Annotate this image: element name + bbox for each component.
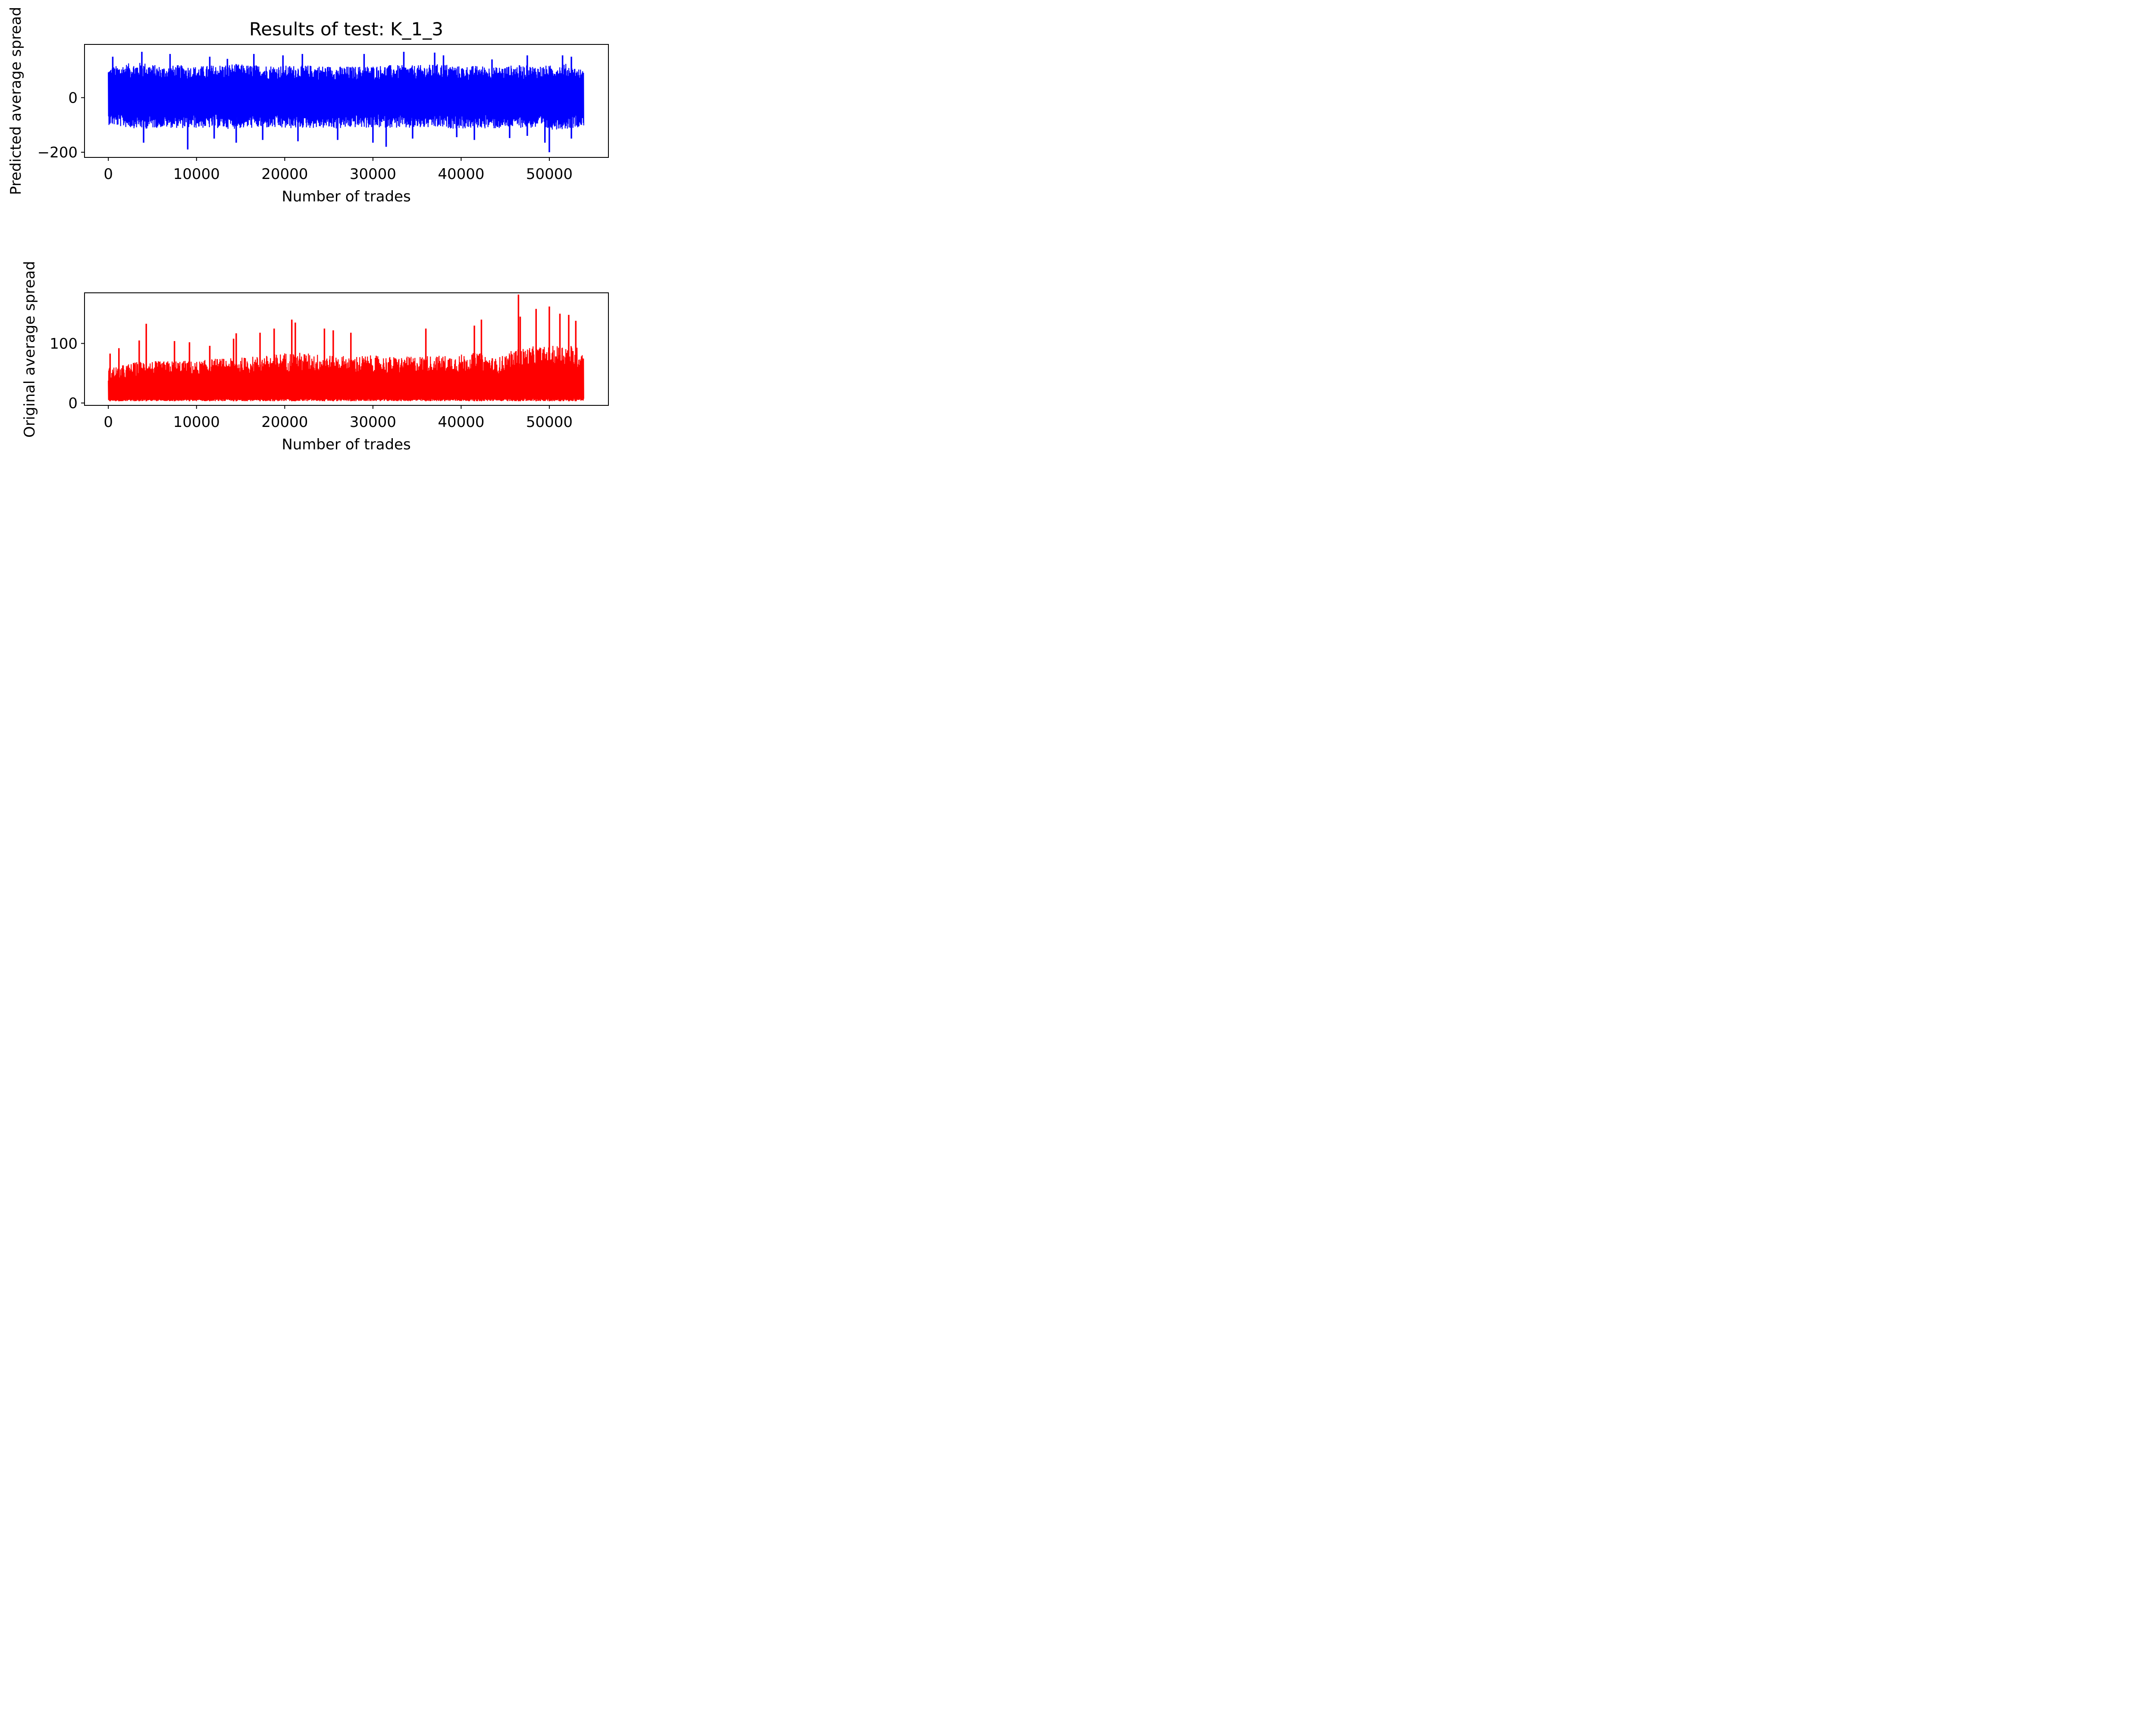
top-x-tick-label: 10000 <box>173 166 220 183</box>
chart-title: Results of test: K_1_3 <box>249 19 443 40</box>
top-x-axis-label: Number of trades <box>282 188 411 205</box>
bottom-series-line <box>108 345 584 401</box>
bottom-subplot: 0 10000 20000 30000 40000 50000 0 100 Number o… <box>21 261 609 453</box>
predicted-series <box>108 52 584 152</box>
top-plot-frame <box>84 44 609 158</box>
top-x-axis-ticks: 0 10000 20000 30000 40000 50000 <box>103 157 573 183</box>
bottom-plot-clip <box>108 295 584 401</box>
bottom-y-tick-label: 100 <box>50 335 78 352</box>
top-series-line <box>108 63 584 130</box>
top-x-tick-label: 30000 <box>350 166 396 183</box>
bottom-x-tick-label: 40000 <box>438 414 484 431</box>
bottom-x-axis-ticks: 0 10000 20000 30000 40000 50000 <box>103 405 573 431</box>
top-x-tick-label: 20000 <box>261 166 308 183</box>
bottom-y-tick-label: 0 <box>68 395 78 412</box>
figure: Results of test: K_1_3 0 10000 20000 30000 4… <box>7 7 609 453</box>
bottom-x-tick-label: 20000 <box>261 414 308 431</box>
bottom-x-tick-label: 30000 <box>350 414 396 431</box>
top-x-tick-label: 0 <box>103 166 113 183</box>
bottom-y-axis-label: Original average spread <box>21 261 38 438</box>
bottom-x-tick-label: 10000 <box>173 414 220 431</box>
bottom-y-axis-ticks: 0 100 <box>50 335 85 412</box>
top-y-tick-label: −200 <box>38 144 78 161</box>
top-x-tick-label: 40000 <box>438 166 484 183</box>
top-plot-clip <box>108 52 584 152</box>
top-x-tick-label: 50000 <box>526 166 573 183</box>
top-y-axis-ticks: 0 −200 <box>38 89 85 161</box>
top-y-tick-label: 0 <box>68 89 78 107</box>
bottom-plot-frame <box>84 292 609 406</box>
top-subplot: Results of test: K_1_3 0 10000 20000 30000 4… <box>7 7 609 205</box>
bottom-x-tick-label: 0 <box>103 414 113 431</box>
bottom-x-tick-label: 50000 <box>526 414 573 431</box>
bottom-x-axis-label: Number of trades <box>282 436 411 453</box>
top-y-axis-label: Predicted average spread <box>7 7 25 195</box>
original-series <box>108 295 584 401</box>
